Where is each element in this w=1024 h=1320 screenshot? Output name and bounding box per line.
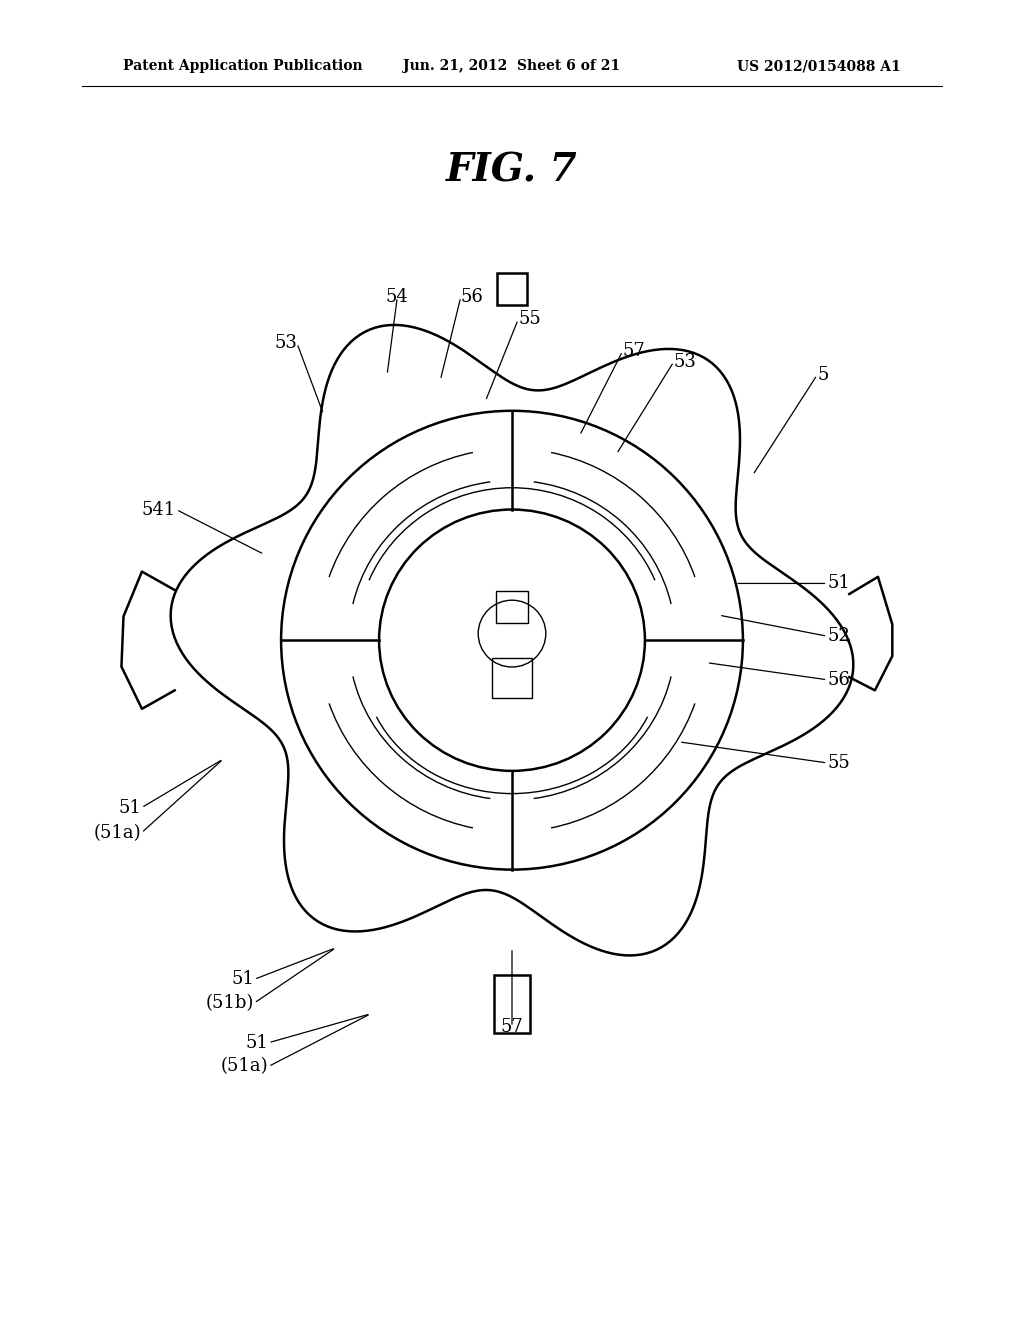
Text: (51a): (51a) xyxy=(93,824,141,842)
Text: 53: 53 xyxy=(674,352,696,371)
Text: (51b): (51b) xyxy=(206,994,254,1012)
Text: 53: 53 xyxy=(274,334,297,352)
Text: (51a): (51a) xyxy=(220,1057,268,1076)
Text: US 2012/0154088 A1: US 2012/0154088 A1 xyxy=(737,59,901,74)
Text: 56: 56 xyxy=(461,288,483,306)
Text: 56: 56 xyxy=(827,671,850,689)
Text: 55: 55 xyxy=(827,754,850,772)
Text: 57: 57 xyxy=(501,1018,523,1036)
Text: 51: 51 xyxy=(827,574,850,593)
Text: Jun. 21, 2012  Sheet 6 of 21: Jun. 21, 2012 Sheet 6 of 21 xyxy=(403,59,621,74)
Text: FIG. 7: FIG. 7 xyxy=(446,152,578,190)
Text: 51: 51 xyxy=(119,799,141,817)
Text: Patent Application Publication: Patent Application Publication xyxy=(123,59,362,74)
Text: 5: 5 xyxy=(817,366,828,384)
Text: 541: 541 xyxy=(142,500,176,519)
Text: 51: 51 xyxy=(231,970,254,989)
Text: 51: 51 xyxy=(246,1034,268,1052)
Text: 55: 55 xyxy=(518,310,541,329)
Text: 52: 52 xyxy=(827,627,850,645)
Text: 54: 54 xyxy=(386,288,409,306)
Text: 57: 57 xyxy=(623,342,645,360)
